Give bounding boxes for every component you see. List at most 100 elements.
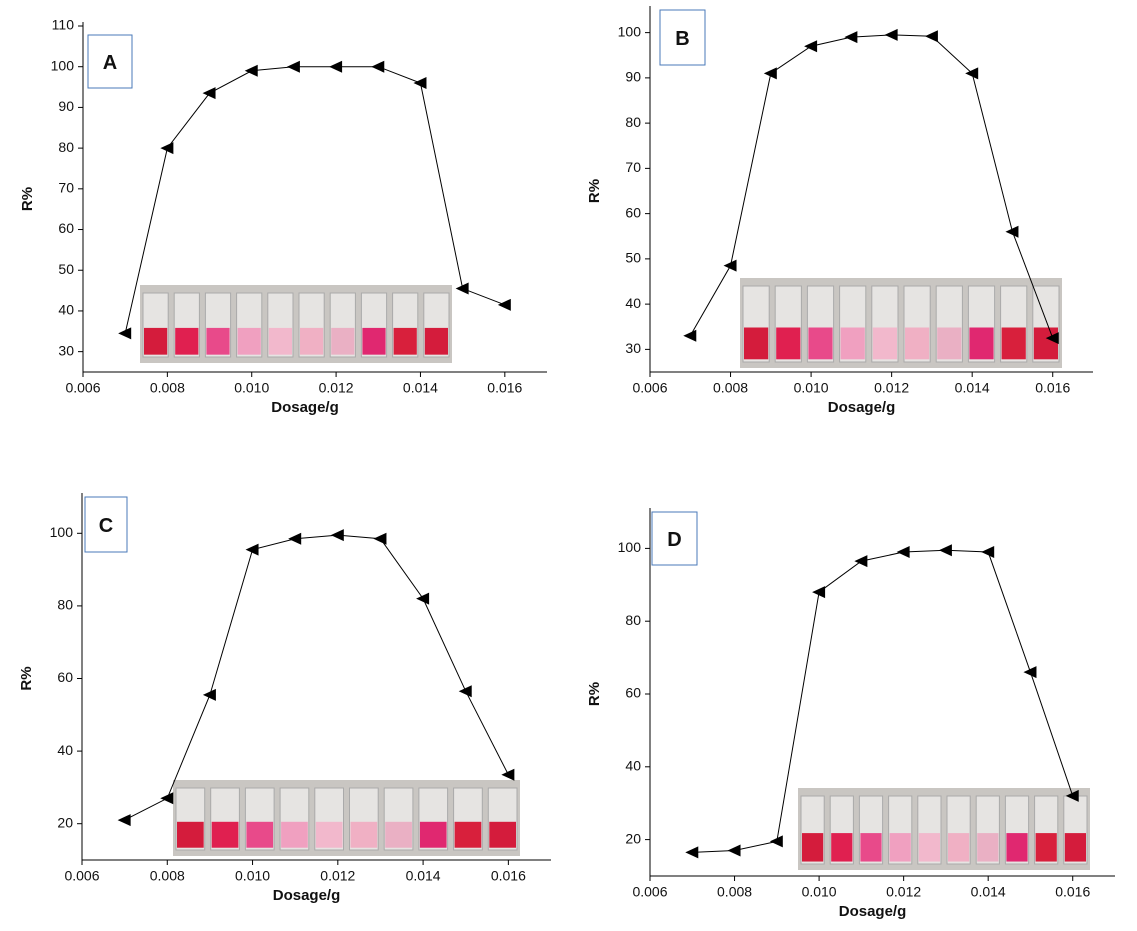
- beaker-liquid: [315, 821, 343, 848]
- beaker-liquid: [802, 833, 824, 862]
- data-marker: [804, 40, 818, 53]
- data-marker: [458, 685, 472, 698]
- y-axis-title: R%: [586, 682, 603, 706]
- beaker-liquid: [489, 821, 516, 848]
- x-tick-label: 0.016: [491, 868, 526, 884]
- beaker-liquid: [393, 327, 417, 355]
- y-tick-label: 90: [625, 69, 641, 85]
- data-marker: [812, 586, 826, 599]
- x-axis-title: Dosage/g: [828, 399, 896, 416]
- data-marker: [371, 60, 385, 73]
- data-marker: [1065, 789, 1079, 802]
- beaker-liquid: [206, 327, 230, 355]
- beaker-liquid: [237, 327, 261, 355]
- x-axis-title: Dosage/g: [273, 887, 341, 904]
- beaker-liquid: [419, 821, 447, 848]
- y-tick-label: 40: [57, 742, 73, 758]
- y-tick-label: 100: [618, 23, 642, 39]
- y-axis-title: R%: [586, 179, 603, 203]
- data-line: [692, 549, 1074, 853]
- data-marker: [965, 67, 979, 80]
- beaker-liquid: [872, 327, 897, 360]
- beaker-liquid: [969, 327, 994, 360]
- y-tick-label: 80: [625, 612, 641, 628]
- y-tick-label: 100: [50, 524, 74, 540]
- data-marker: [924, 30, 938, 43]
- panel-label: A: [103, 52, 117, 74]
- panel-label: C: [99, 515, 113, 537]
- x-tick-label: 0.008: [713, 380, 748, 396]
- x-tick-label: 0.014: [403, 380, 438, 396]
- data-marker: [763, 67, 777, 80]
- beaker-liquid: [860, 833, 882, 862]
- x-tick-label: 0.006: [64, 868, 99, 884]
- beaker-liquid: [177, 821, 204, 848]
- beaker-liquid: [362, 327, 386, 355]
- x-tick-label: 0.012: [320, 868, 355, 884]
- data-marker: [683, 329, 697, 342]
- beaker-liquid: [840, 327, 865, 360]
- data-marker: [896, 546, 910, 559]
- y-tick-label: 60: [58, 220, 74, 236]
- data-marker: [413, 76, 427, 89]
- data-line: [124, 534, 509, 821]
- y-axis-title: R%: [18, 666, 35, 690]
- x-tick-label: 0.006: [632, 884, 667, 900]
- data-marker: [844, 31, 858, 44]
- panel-label-box: [651, 511, 698, 566]
- y-tick-label: 70: [58, 180, 74, 196]
- data-line: [689, 34, 1054, 339]
- y-tick-label: 30: [625, 340, 641, 356]
- y-axis-title: R%: [19, 187, 36, 211]
- data-marker: [330, 529, 344, 542]
- beaker-liquid: [300, 327, 324, 355]
- data-marker: [117, 814, 131, 827]
- data-marker: [497, 298, 511, 311]
- beaker-liquid: [424, 327, 448, 355]
- data-marker: [938, 544, 952, 557]
- y-tick-label: 30: [58, 342, 74, 358]
- data-marker: [202, 87, 216, 100]
- data-marker: [329, 60, 343, 73]
- x-tick-label: 0.006: [632, 380, 667, 396]
- x-tick-label: 0.014: [971, 884, 1006, 900]
- y-tick-label: 20: [625, 830, 641, 846]
- data-marker: [1023, 666, 1037, 679]
- y-tick-label: 60: [57, 669, 73, 685]
- y-tick-label: 70: [625, 159, 641, 175]
- data-marker: [288, 532, 302, 545]
- y-tick-label: 40: [625, 295, 641, 311]
- y-tick-label: 20: [57, 814, 73, 830]
- y-tick-label: 50: [625, 250, 641, 266]
- data-marker: [981, 546, 995, 559]
- beaker-liquid: [281, 821, 308, 848]
- beaker-liquid: [385, 821, 412, 848]
- x-tick-label: 0.008: [150, 380, 185, 396]
- beaker-liquid: [808, 327, 833, 360]
- panel-label: D: [667, 529, 681, 551]
- beaker-liquid: [977, 833, 999, 862]
- data-marker: [416, 592, 430, 605]
- beaker-liquid: [1064, 833, 1086, 862]
- data-marker: [854, 555, 868, 568]
- data-marker: [245, 543, 259, 556]
- beaker-liquid: [744, 327, 769, 360]
- data-marker: [1045, 332, 1059, 345]
- panel-label-box: [87, 34, 133, 89]
- beaker-liquid: [1035, 833, 1057, 862]
- panel-label-box: [84, 496, 128, 553]
- data-marker: [202, 688, 216, 701]
- data-marker: [160, 142, 174, 155]
- beaker-liquid: [776, 327, 801, 360]
- beaker-liquid: [211, 821, 239, 848]
- data-marker: [244, 64, 258, 77]
- beaker-liquid: [831, 833, 853, 862]
- y-tick-label: 60: [625, 204, 641, 220]
- y-tick-label: 80: [58, 139, 74, 155]
- y-tick-label: 40: [58, 302, 74, 318]
- y-tick-label: 40: [625, 758, 641, 774]
- x-tick-label: 0.008: [717, 884, 752, 900]
- data-marker: [373, 532, 387, 545]
- x-tick-label: 0.012: [319, 380, 354, 396]
